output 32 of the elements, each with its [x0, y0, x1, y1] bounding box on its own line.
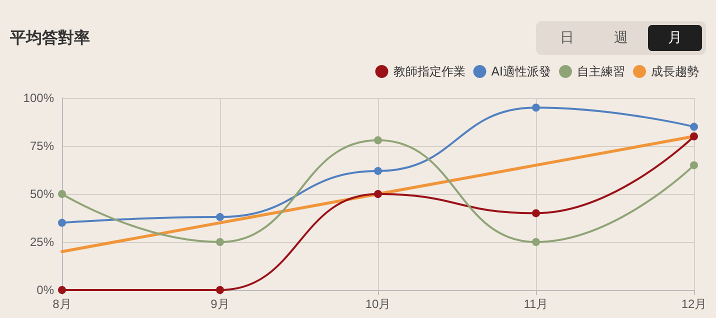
point [690, 161, 698, 170]
point [690, 122, 698, 131]
y-tick-label: 0% [36, 283, 54, 297]
legend-label: AI適性派發 [491, 64, 551, 78]
x-tick-label: 12月 [681, 297, 707, 311]
point [374, 190, 382, 198]
legend-label: 教師指定作業 [393, 64, 466, 78]
point [374, 136, 382, 144]
point [374, 166, 382, 175]
period-toggle-button[interactable]: 週 [594, 25, 648, 51]
y-tick-label: 75% [30, 139, 54, 153]
point [216, 238, 224, 246]
point [216, 213, 224, 222]
legend-label: 自主練習 [577, 64, 625, 78]
x-tick-label: 8月 [52, 297, 72, 311]
point [58, 190, 66, 198]
y-tick-label: 25% [30, 235, 54, 249]
x-tick-label: 11月 [524, 297, 548, 311]
point [532, 209, 540, 218]
point [216, 286, 224, 294]
point [690, 132, 698, 140]
point [58, 218, 66, 227]
x-tick-label: 10月 [365, 297, 391, 311]
point [532, 238, 540, 246]
y-tick-label: 100% [23, 91, 54, 105]
x-tick-label: 9月 [210, 297, 230, 311]
period-toggle-button[interactable]: 月 [648, 25, 702, 51]
point [532, 104, 540, 112]
legend-label: 成長趨勢 [651, 64, 699, 78]
chart-title: 平均答對率 [10, 28, 90, 49]
period-toggle-button[interactable]: 日 [540, 25, 594, 51]
y-tick-label: 50% [30, 187, 54, 201]
